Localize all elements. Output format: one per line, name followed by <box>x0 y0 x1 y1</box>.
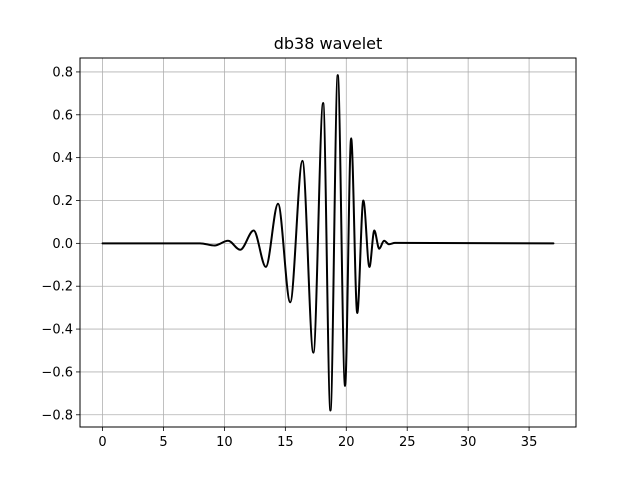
y-tick-label: 0.6 <box>52 108 73 123</box>
series-line <box>101 74 555 412</box>
x-tick-label: 30 <box>460 435 477 450</box>
y-tick-label: −0.4 <box>41 323 73 338</box>
x-axis-ticks: 0 5 10 15 20 25 30 35 <box>98 427 537 450</box>
chart-title: db38 wavelet <box>274 34 383 53</box>
x-tick-label: 35 <box>521 435 538 450</box>
y-tick-label: −0.2 <box>41 280 73 295</box>
x-tick-label: 0 <box>98 435 106 450</box>
x-tick-label: 15 <box>277 435 294 450</box>
y-tick-label: 0.4 <box>52 151 73 166</box>
y-tick-label: −0.6 <box>41 365 73 380</box>
y-tick-label: −0.8 <box>41 408 73 423</box>
y-tick-label: 0.0 <box>52 237 73 252</box>
x-tick-label: 10 <box>216 435 233 450</box>
x-tick-label: 20 <box>338 435 355 450</box>
y-tick-label: 0.8 <box>52 65 73 80</box>
x-tick-label: 5 <box>159 435 167 450</box>
y-axis-ticks: −0.8 −0.6 −0.4 −0.2 0.0 0.2 0.4 0.6 0.8 <box>41 65 80 423</box>
y-tick-label: 0.2 <box>52 194 73 209</box>
series-layer <box>101 74 555 412</box>
plot-frame <box>79 57 577 428</box>
x-tick-label: 25 <box>399 435 416 450</box>
